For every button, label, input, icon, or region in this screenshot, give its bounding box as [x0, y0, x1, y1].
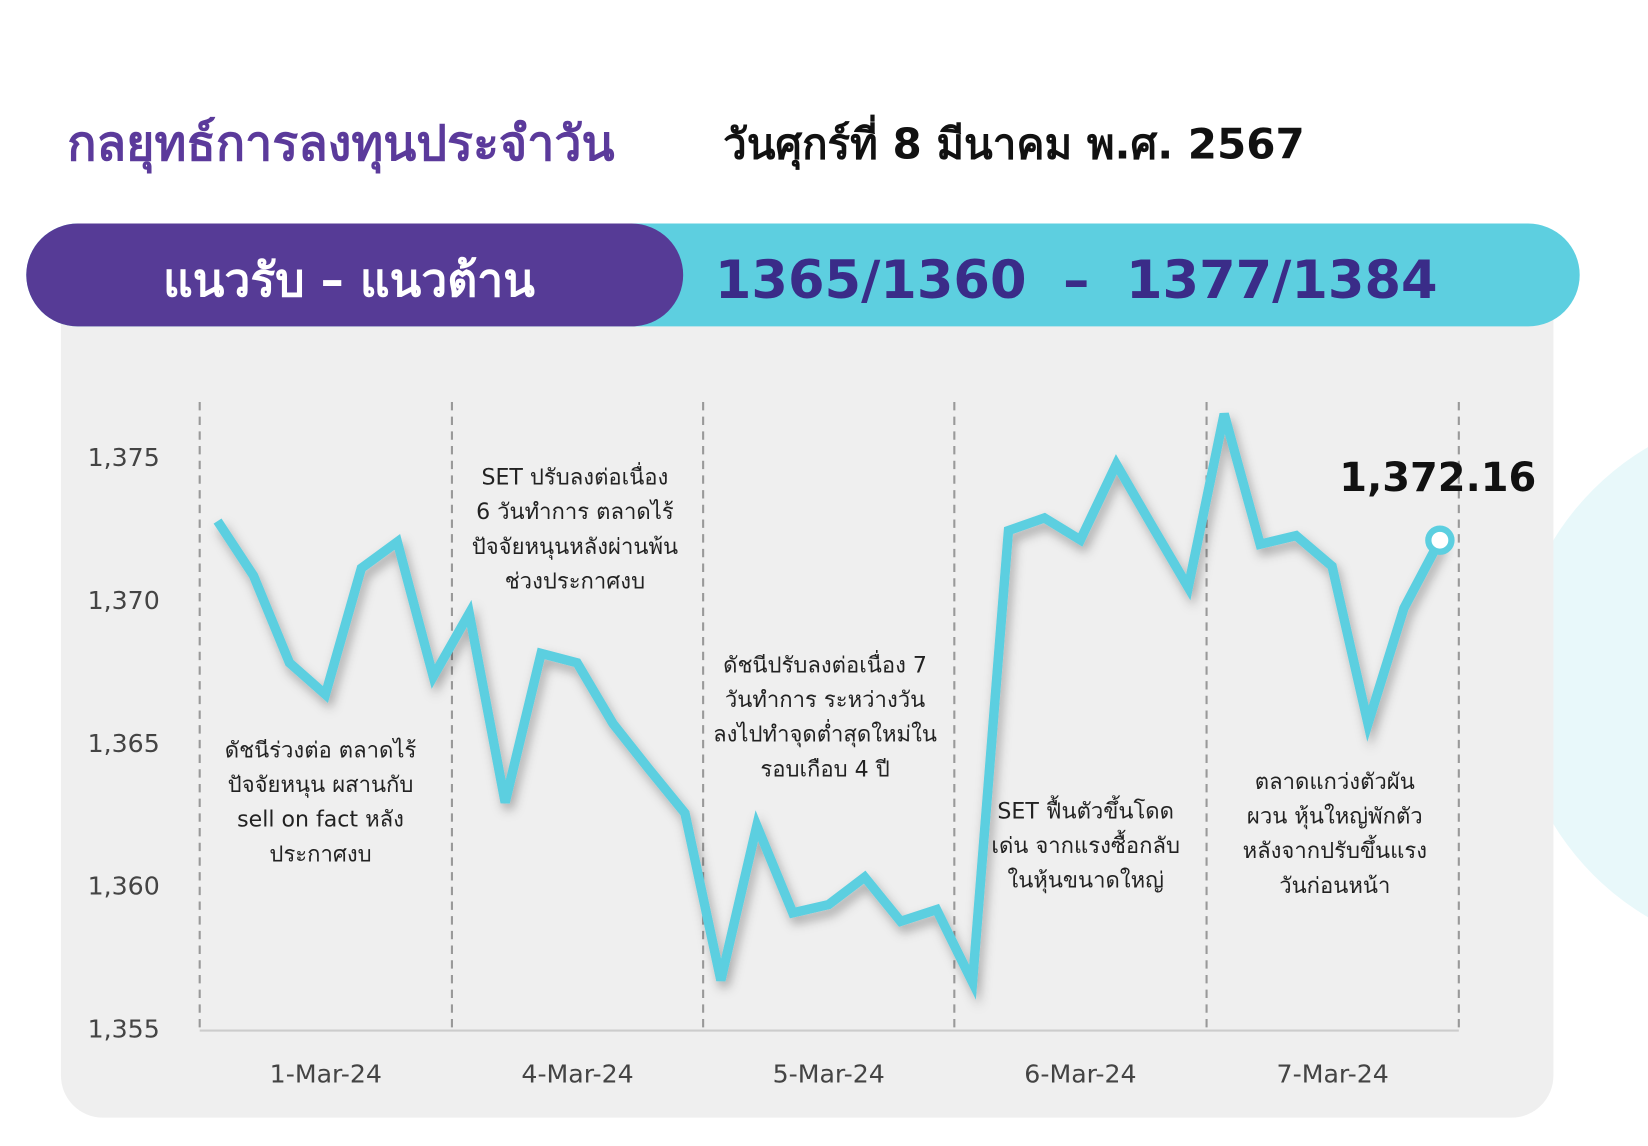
annotation: ตลาดแกว่งตัวผัน	[1255, 770, 1415, 795]
y-tick-label: 1,375	[88, 443, 160, 472]
y-tick-label: 1,360	[88, 872, 160, 901]
annotation: ดัชนีร่วงต่อ ตลาดไร้	[225, 737, 417, 763]
annotation: หลังจากปรับขึ้นแรง	[1243, 834, 1427, 864]
x-tick-label: 4-Mar-24	[521, 1060, 633, 1089]
annotation: ในหุ้นขนาดใหญ่	[1007, 868, 1163, 894]
y-tick-label: 1,365	[88, 729, 160, 758]
end-value-label: 1,372.16	[1339, 455, 1536, 501]
annotation: ลงไปทำจุดต่ำสุดใหม่ใน	[713, 719, 937, 748]
annotation: วันทำการ ระหว่างวัน	[725, 688, 925, 713]
annotation: ผวน หุ้นใหญ่พักตัว	[1247, 804, 1423, 830]
annotation: รอบเกือบ 4 ปี	[760, 757, 889, 782]
x-tick-label: 6-Mar-24	[1024, 1060, 1136, 1089]
annotation: ปัจจัยหนุนหลังผ่านพ้น	[472, 535, 678, 560]
banner-label-bg	[26, 223, 684, 327]
banner-levels: 1365/1360 – 1377/1384	[715, 250, 1438, 311]
day-separators	[198, 401, 1460, 1031]
banner-label: แนวรับ – แนวต้าน	[163, 253, 535, 307]
x-tick-label: 7-Mar-24	[1277, 1060, 1389, 1089]
line	[213, 412, 1445, 1000]
x-tick-label: 5-Mar-24	[773, 1060, 885, 1089]
annotation: วันก่อนหน้า	[1279, 874, 1390, 899]
annotation: ดัชนีปรับลงต่อเนื่อง 7	[723, 649, 927, 678]
annotation: ปัจจัยหนุน ผสานกับ	[228, 773, 414, 798]
page-date: วันศุกร์ที่ 8 มีนาคม พ.ศ. 2567	[723, 114, 1305, 170]
chart-panel	[60, 262, 1554, 1118]
annotation: SET ฟื้นตัวขึ้นโดด	[997, 794, 1174, 824]
page-title: กลยุทธ์การลงทุนประจำวัน	[67, 116, 614, 174]
annotation: เด่น จากแรงซื้อกลับ	[991, 829, 1180, 859]
annotation: ช่วงประกาศงบ	[505, 569, 645, 594]
annotation: 6 วันทำการ ตลาดไร้	[476, 499, 674, 525]
x-tick-label: 1-Mar-24	[270, 1060, 382, 1089]
annotation: SET ปรับลงต่อเนื่อง	[481, 462, 668, 491]
y-tick-label: 1,355	[88, 1015, 160, 1044]
annotation: sell on fact หลัง	[237, 808, 404, 833]
annotation: ประกาศงบ	[269, 842, 371, 867]
y-tick-label: 1,370	[88, 586, 160, 615]
end-point	[1425, 525, 1455, 555]
